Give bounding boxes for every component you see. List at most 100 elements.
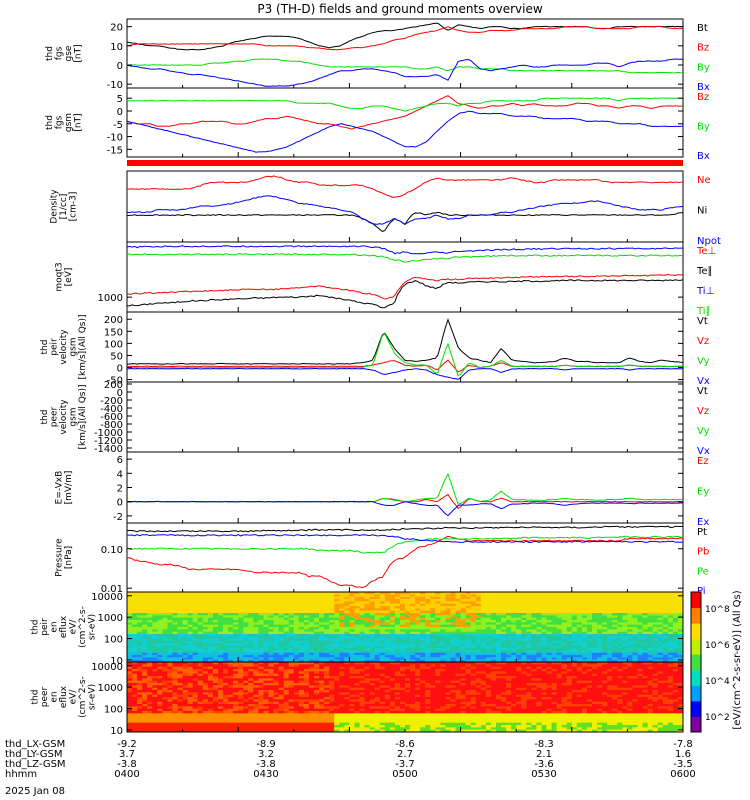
heatmap-cell [425, 606, 431, 609]
heatmap-cell [217, 652, 224, 656]
heatmap-cell [485, 601, 492, 605]
heatmap-cell [162, 671, 168, 675]
heatmap-cell [127, 617, 133, 621]
heatmap-cell [662, 631, 669, 635]
heatmap-cell [268, 706, 275, 710]
heatmap-cell [147, 648, 153, 651]
heatmap-cell [622, 650, 628, 654]
heatmap-cell [531, 596, 537, 600]
heatmap-cell [329, 718, 335, 721]
heatmap-cell [647, 631, 654, 635]
heatmap-cell [137, 648, 143, 651]
heatmap-cell [435, 608, 441, 612]
heatmap-cell [389, 627, 396, 630]
heatmap-cell [147, 680, 153, 684]
heatmap-cell [405, 599, 411, 602]
heatmap-cell [617, 615, 623, 619]
heatmap-cell [253, 715, 259, 719]
heatmap-cell [485, 652, 492, 656]
heatmap-cell [223, 657, 229, 661]
heatmap-cell [556, 601, 563, 605]
heatmap-cell [612, 603, 618, 607]
heatmap-cell [597, 613, 603, 616]
heatmap-cell [344, 725, 350, 728]
heatmap-cell [238, 725, 244, 728]
heatmap-cell [314, 669, 320, 672]
heatmap-cell [303, 659, 310, 663]
heatmap-cell [344, 596, 350, 600]
heatmap-cell [662, 634, 669, 637]
heatmap-cell [597, 650, 603, 654]
heatmap-cell [278, 631, 285, 635]
heatmap-cell [243, 652, 249, 656]
heatmap-cell [541, 629, 548, 633]
heatmap-cell [465, 610, 472, 614]
heatmap-cell [202, 671, 209, 675]
heatmap-cell [288, 699, 295, 703]
heatmap-cell [334, 697, 340, 700]
heatmap-cell [506, 620, 512, 623]
heatmap-cell [268, 676, 275, 679]
heatmap-cell [308, 666, 315, 670]
heatmap-cell [293, 613, 300, 616]
y-axis-label-line: thd [45, 115, 55, 130]
heatmap-cell [132, 718, 138, 721]
heatmap-cell [455, 629, 462, 633]
heatmap-cell [511, 620, 517, 623]
heatmap-cell [647, 657, 654, 661]
heatmap-cell [445, 606, 451, 609]
heatmap-cell [475, 650, 482, 654]
heatmap-cell [217, 615, 224, 619]
heatmap-cell [197, 662, 204, 665]
heatmap-cell [364, 638, 371, 642]
heatmap-cell [324, 659, 330, 663]
heatmap-cell [177, 617, 184, 621]
heatmap-cell [278, 599, 285, 602]
heatmap-cell [182, 673, 189, 677]
heatmap-cell [526, 603, 532, 607]
heatmap-cell [339, 706, 345, 710]
heatmap-cell [152, 631, 158, 635]
heatmap-cell [526, 624, 532, 628]
heatmap-cell [425, 596, 431, 600]
heatmap-cell [207, 718, 214, 721]
heatmap-cell [667, 603, 674, 607]
heatmap-cell [405, 617, 411, 621]
heatmap-cell [490, 629, 497, 633]
heatmap-cell [182, 627, 189, 630]
heatmap-cell [132, 652, 138, 656]
heatmap-cell [612, 594, 618, 598]
heatmap-cell [137, 694, 143, 698]
heatmap-cell [167, 636, 173, 640]
heatmap-cell [612, 601, 618, 605]
heatmap-cell [243, 627, 249, 630]
heatmap-cell [268, 645, 275, 649]
heatmap-cell [167, 729, 173, 733]
heatmap-cell [172, 699, 179, 703]
heatmap-cell [349, 678, 355, 682]
heatmap-cell [677, 610, 684, 614]
heatmap-cell [586, 638, 593, 642]
heatmap-cell [152, 676, 158, 679]
heatmap-cell [566, 638, 573, 642]
heatmap-cell [334, 648, 340, 651]
heatmap-cell [334, 662, 340, 665]
heatmap-cell [576, 648, 583, 651]
heatmap-cell [197, 629, 204, 633]
heatmap-cell [308, 638, 315, 642]
heatmap-cell [212, 697, 219, 700]
heatmap-cell [137, 655, 143, 658]
heatmap-cell [248, 715, 254, 719]
heatmap-cell [253, 662, 259, 665]
heatmap-cell [581, 592, 588, 595]
heatmap-cell [278, 662, 285, 665]
heatmap-cell [303, 713, 310, 717]
heatmap-cell [480, 594, 487, 598]
heatmap-cell [576, 659, 583, 663]
heatmap-cell [566, 596, 573, 600]
heatmap-cell [490, 613, 497, 616]
heatmap-cell [187, 708, 194, 712]
heatmap-cell [561, 631, 568, 635]
heatmap-cell [349, 624, 355, 628]
heatmap-cell [182, 615, 189, 619]
